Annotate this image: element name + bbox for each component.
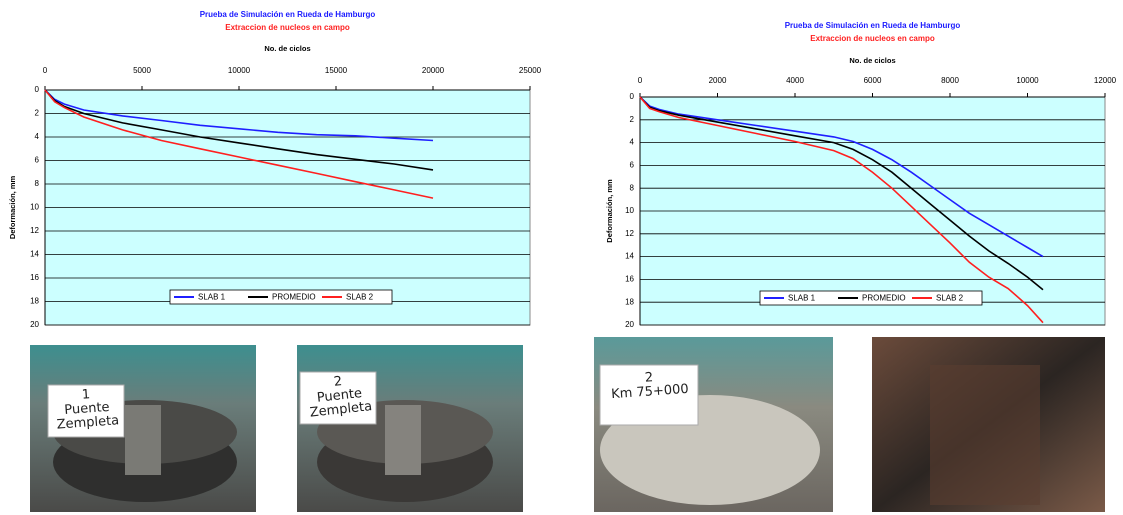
legend-label: PROMEDIO: [862, 294, 906, 303]
y-tick-label: 18: [30, 297, 39, 306]
legend-label: SLAB 1: [788, 294, 816, 303]
x-tick-label: 4000: [786, 76, 804, 85]
x-tick-label: 0: [638, 76, 643, 85]
y-tick-label: 8: [35, 179, 40, 188]
y-tick-label: 16: [30, 273, 39, 282]
y-tick-label: 14: [30, 250, 39, 259]
y-tick-label: 12: [30, 226, 39, 235]
figure: Prueba de Simulación en Rueda de Hamburg…: [0, 0, 1123, 515]
y-tick-label: 18: [625, 297, 634, 306]
chart-subtitle: Extraccion de nucleos en campo: [225, 23, 350, 32]
x-axis-label: No. de ciclos: [264, 44, 310, 53]
y-tick-label: 6: [630, 161, 635, 170]
x-tick-label: 8000: [941, 76, 959, 85]
x-tick-label: 25000: [519, 66, 542, 75]
x-tick-label: 10000: [228, 66, 251, 75]
y-tick-label: 20: [625, 320, 634, 329]
chart-subtitle: Extraccion de nucleos en campo: [810, 34, 935, 43]
x-tick-label: 20000: [422, 66, 445, 75]
legend-label: SLAB 1: [198, 293, 226, 302]
y-tick-label: 4: [35, 132, 40, 141]
y-tick-label: 0: [35, 85, 40, 94]
y-tick-label: 20: [30, 320, 39, 329]
x-tick-label: 6000: [864, 76, 882, 85]
chart-title: Prueba de Simulación en Rueda de Hamburg…: [785, 21, 961, 30]
photo: [872, 337, 1105, 512]
y-axis-label: Deformación, mm: [605, 179, 614, 243]
legend-label: PROMEDIO: [272, 293, 316, 302]
x-tick-label: 5000: [133, 66, 151, 75]
y-tick-label: 8: [630, 183, 635, 192]
photo: [297, 345, 523, 512]
y-tick-label: 2: [630, 115, 635, 124]
y-tick-label: 14: [625, 252, 634, 261]
legend-label: SLAB 2: [936, 294, 964, 303]
x-axis-label: No. de ciclos: [849, 56, 895, 65]
photo: [594, 337, 833, 512]
x-tick-label: 12000: [1094, 76, 1117, 85]
y-tick-label: 2: [35, 109, 40, 118]
figure-canvas: Prueba de Simulación en Rueda de Hamburg…: [0, 0, 1123, 515]
chart-title: Prueba de Simulación en Rueda de Hamburg…: [200, 10, 376, 19]
x-tick-label: 0: [43, 66, 48, 75]
y-tick-label: 6: [35, 156, 40, 165]
y-tick-label: 10: [30, 203, 39, 212]
x-tick-label: 15000: [325, 66, 348, 75]
x-tick-label: 2000: [709, 76, 727, 85]
legend-label: SLAB 2: [346, 293, 374, 302]
y-tick-label: 10: [625, 206, 634, 215]
y-tick-label: 12: [625, 229, 634, 238]
y-tick-label: 0: [630, 92, 635, 101]
y-tick-label: 4: [630, 138, 635, 147]
x-tick-label: 10000: [1016, 76, 1039, 85]
y-axis-label: Deformación, mm: [8, 176, 17, 240]
y-tick-label: 16: [625, 275, 634, 284]
